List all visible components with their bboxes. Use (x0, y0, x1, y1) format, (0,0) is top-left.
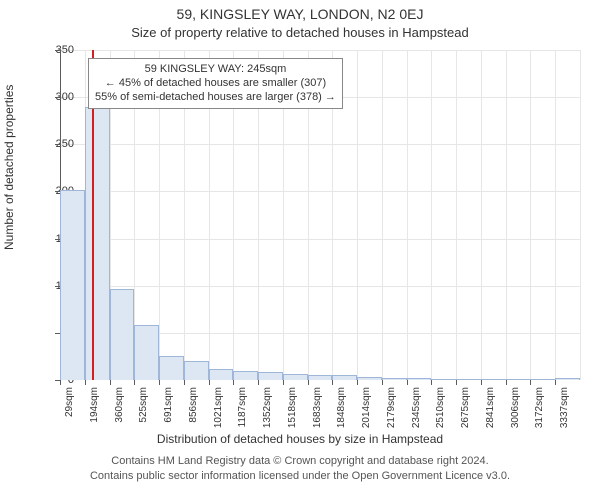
histogram-bar (60, 190, 85, 380)
annotation-line-3: 55% of semi-detached houses are larger (… (95, 91, 336, 105)
x-tick-label: 360sqm (114, 387, 125, 423)
x-axis-label: Distribution of detached houses by size … (0, 432, 600, 446)
x-tick-label: 856sqm (188, 387, 199, 423)
x-tick-label: 3172sqm (534, 387, 545, 428)
histogram-bar (407, 378, 432, 380)
annotation-line-2: ← 45% of detached houses are smaller (30… (95, 77, 336, 91)
chart-container: 59, KINGSLEY WAY, LONDON, N2 0EJ Size of… (0, 0, 600, 500)
x-tick-label: 2841sqm (485, 387, 496, 428)
x-tick-label: 2345sqm (411, 387, 422, 428)
annotation-line-1: 59 KINGSLEY WAY: 245sqm (95, 63, 336, 77)
x-tick (184, 380, 185, 385)
histogram-bar (110, 289, 135, 380)
y-tick (55, 50, 60, 51)
x-tick-label: 2179sqm (386, 387, 397, 428)
x-tick (283, 380, 284, 385)
x-tick (60, 380, 61, 385)
histogram-bar (481, 379, 506, 380)
histogram-bar (530, 379, 555, 380)
histogram-bar (233, 371, 258, 380)
x-tick-label: 3337sqm (559, 387, 570, 428)
histogram-bar (134, 325, 159, 380)
x-tick (134, 380, 135, 385)
histogram-bar (456, 379, 481, 380)
x-tick (233, 380, 234, 385)
x-tick-label: 1187sqm (237, 387, 248, 427)
histogram-bar (357, 377, 382, 380)
y-tick (55, 191, 60, 192)
histogram-bar (431, 379, 456, 380)
x-tick (357, 380, 358, 385)
x-tick-label: 1848sqm (336, 387, 347, 428)
x-tick (332, 380, 333, 385)
footer-attribution: Contains HM Land Registry data © Crown c… (0, 454, 600, 484)
histogram-bar (159, 356, 184, 380)
x-tick-label: 525sqm (138, 387, 149, 423)
histogram-bar (308, 375, 333, 380)
histogram-bar (258, 372, 283, 380)
gridline-vertical (580, 50, 581, 380)
x-tick (382, 380, 383, 385)
x-tick (308, 380, 309, 385)
x-tick (506, 380, 507, 385)
x-tick-label: 194sqm (89, 387, 100, 423)
x-tick (481, 380, 482, 385)
x-tick (258, 380, 259, 385)
x-tick-label: 2675sqm (460, 387, 471, 428)
x-tick-label: 1683sqm (312, 387, 323, 428)
y-axis-label: Number of detached properties (2, 85, 16, 250)
chart-subtitle: Size of property relative to detached ho… (0, 25, 600, 40)
y-tick (55, 144, 60, 145)
x-tick (85, 380, 86, 385)
y-tick (55, 333, 60, 334)
histogram-bar (184, 361, 209, 380)
x-tick (110, 380, 111, 385)
x-tick-label: 3006sqm (510, 387, 521, 428)
histogram-bar (382, 378, 407, 380)
histogram-bar (85, 107, 110, 380)
y-tick (55, 286, 60, 287)
x-tick (456, 380, 457, 385)
plot-area: 59 KINGSLEY WAY: 245sqm ← 45% of detache… (60, 50, 580, 380)
x-tick-label: 29sqm (64, 387, 75, 417)
x-tick-label: 1352sqm (262, 387, 273, 428)
x-tick (407, 380, 408, 385)
x-tick-label: 1518sqm (287, 387, 298, 428)
annotation-box: 59 KINGSLEY WAY: 245sqm ← 45% of detache… (88, 58, 343, 109)
x-tick-label: 691sqm (163, 387, 174, 423)
page-title: 59, KINGSLEY WAY, LONDON, N2 0EJ (0, 6, 600, 22)
y-tick (55, 97, 60, 98)
y-tick (55, 239, 60, 240)
x-tick (209, 380, 210, 385)
x-tick (159, 380, 160, 385)
x-tick-label: 2510sqm (435, 387, 446, 428)
histogram-bar (555, 378, 580, 380)
footer-line-1: Contains HM Land Registry data © Crown c… (0, 454, 600, 469)
histogram-bar (506, 379, 531, 380)
histogram-bar (209, 369, 234, 380)
x-tick (431, 380, 432, 385)
x-tick-label: 1021sqm (213, 387, 224, 428)
footer-line-2: Contains public sector information licen… (0, 469, 600, 484)
x-tick-label: 2014sqm (361, 387, 372, 428)
histogram-bar (283, 374, 308, 380)
x-tick (530, 380, 531, 385)
histogram-bar (332, 375, 357, 380)
x-tick (555, 380, 556, 385)
